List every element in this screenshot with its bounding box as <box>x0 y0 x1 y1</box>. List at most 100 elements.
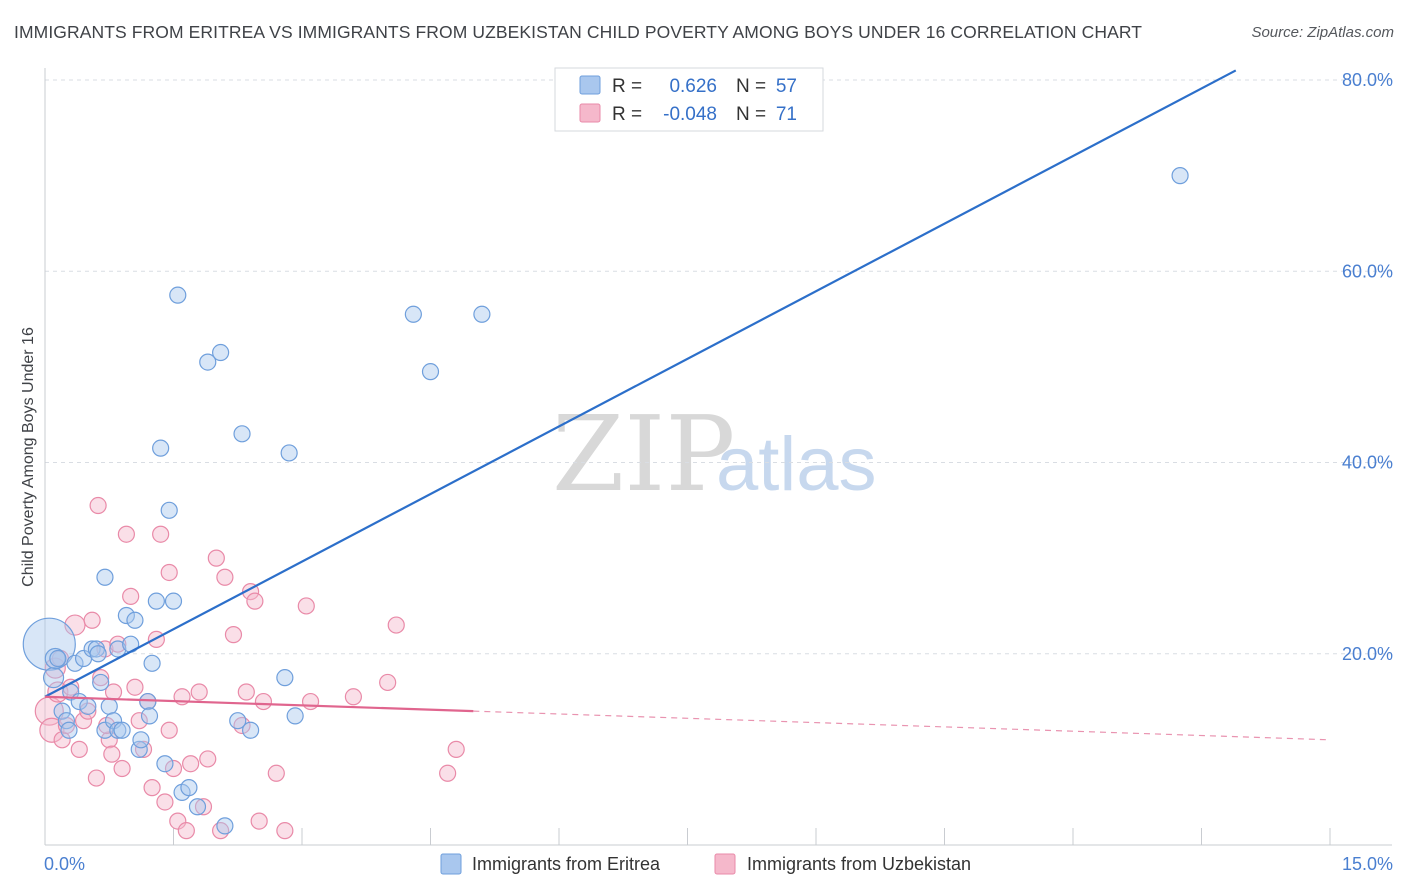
legend-r-label-uzbekistan: R = <box>612 104 642 125</box>
eritrea-point-1 <box>42 667 65 689</box>
x-tick-marks <box>44 828 1331 845</box>
uzbekistan-point-40 <box>199 750 217 768</box>
uzbekistan-point-39 <box>194 798 213 816</box>
uzbekistan-point-34 <box>169 812 187 830</box>
uzbekistan-point-51 <box>267 764 285 782</box>
uzbekistan-point-30 <box>152 525 170 543</box>
eritrea-point-49 <box>404 305 422 323</box>
uzbekistan-point-33 <box>164 759 183 778</box>
uzbekistan-point-44 <box>224 626 243 644</box>
eritrea-points <box>22 167 1189 835</box>
eritrea-point-48 <box>286 707 304 725</box>
uzbekistan-point-1 <box>39 717 65 743</box>
uzbekistan-point-58 <box>439 764 457 782</box>
eritrea-point-5 <box>57 712 76 730</box>
gridlines <box>45 79 1392 655</box>
eritrea-point-3 <box>49 649 67 668</box>
uzbekistan-point-46 <box>237 683 255 701</box>
eritrea-point-27 <box>132 731 150 749</box>
correlation-legend: R = 0.626 N = 57 R = -0.048 N = 71 <box>554 67 824 132</box>
legend-n-label-eritrea: N = <box>736 76 766 97</box>
y-tick-label-60: 60.0% <box>1342 261 1393 281</box>
eritrea-point-23 <box>117 606 135 625</box>
uzbekistan-trend-line <box>44 695 474 713</box>
uzbekistan-point-52 <box>276 822 294 840</box>
uzbekistan-point-26 <box>134 740 153 758</box>
eritrea-point-40 <box>199 353 217 371</box>
uzbekistan-point-56 <box>379 673 397 692</box>
eritrea-point-47 <box>280 444 298 462</box>
legend-n-label-uzbekistan: N = <box>736 104 766 125</box>
uzbekistan-point-21 <box>113 759 131 778</box>
y-tick-label-80: 80.0% <box>1342 70 1393 90</box>
eritrea-point-36 <box>169 286 187 304</box>
eritrea-point-20 <box>109 721 127 739</box>
eritrea-point-44 <box>233 425 251 443</box>
eritrea-point-42 <box>216 817 234 835</box>
legend-r-value-eritrea: 0.626 <box>669 76 717 97</box>
uzbekistan-point-41 <box>207 549 225 567</box>
eritrea-point-17 <box>96 568 114 586</box>
watermark-atlas: atlas <box>716 422 877 507</box>
uzbekistan-point-22 <box>117 525 135 543</box>
uzbekistan-point-25 <box>130 712 148 730</box>
eritrea-point-51 <box>473 305 491 323</box>
eritrea-point-0 <box>22 617 76 671</box>
bottom-legend-swatch-uzbekistan <box>714 853 736 875</box>
uzbekistan-point-14 <box>92 669 110 687</box>
eritrea-point-25 <box>126 611 144 629</box>
bottom-legend-swatch-eritrea <box>440 853 462 875</box>
uzbekistan-point-38 <box>190 683 208 701</box>
uzbekistan-point-53 <box>297 597 315 615</box>
uzbekistan-point-32 <box>160 563 178 582</box>
eritrea-point-31 <box>147 592 165 610</box>
eritrea-point-33 <box>156 755 174 773</box>
y-tick-labels: 20.0% 40.0% 60.0% 80.0% <box>1342 70 1393 664</box>
y-axis-label: Child Poverty Among Boys Under 16 <box>20 327 37 587</box>
eritrea-point-11 <box>79 697 97 715</box>
x-tick-label-max: 15.0% <box>1342 854 1393 874</box>
eritrea-point-52 <box>1171 167 1189 185</box>
eritrea-point-29 <box>140 707 159 725</box>
legend-n-value-uzbekistan: 71 <box>776 104 797 125</box>
eritrea-point-6 <box>60 721 78 739</box>
legend-n-value-eritrea: 57 <box>776 76 797 97</box>
uzbekistan-point-23 <box>122 587 140 605</box>
eritrea-point-34 <box>160 501 178 519</box>
uzbekistan-point-43 <box>216 568 234 586</box>
eritrea-point-35 <box>164 592 183 610</box>
legend-swatch-uzbekistan <box>579 103 601 123</box>
chart-title: IMMIGRANTS FROM ERITREA VS IMMIGRANTS FR… <box>14 22 1143 42</box>
eritrea-point-21 <box>109 640 127 658</box>
uzbekistan-point-60 <box>160 721 178 739</box>
eritrea-point-15 <box>92 673 110 692</box>
uzbekistan-point-54 <box>301 692 320 711</box>
y-tick-label-40: 40.0% <box>1342 453 1393 473</box>
eritrea-point-39 <box>188 798 207 816</box>
uzbekistan-point-18 <box>103 745 121 763</box>
eritrea-point-45 <box>242 721 260 739</box>
eritrea-point-32 <box>152 439 170 457</box>
watermark-zip: ZIP <box>552 393 735 515</box>
eritrea-point-28 <box>139 692 157 711</box>
eritrea-point-30 <box>143 654 161 672</box>
uzbekistan-point-37 <box>182 755 200 773</box>
series-legend: Immigrants from Eritrea Immigrants from … <box>440 853 971 875</box>
uzbekistan-point-9 <box>70 740 88 758</box>
uzbekistan-point-15 <box>89 496 107 515</box>
source-credit: Source: ZipAtlas.com <box>1251 24 1394 41</box>
bottom-legend-label-eritrea: Immigrants from Eritrea <box>472 854 661 874</box>
uzbekistan-point-13 <box>87 769 106 787</box>
uzbekistan-point-28 <box>143 779 161 797</box>
uzbekistan-point-31 <box>156 793 174 811</box>
bottom-legend-label-uzbekistan: Immigrants from Uzbekistan <box>747 854 971 874</box>
uzbekistan-point-49 <box>250 812 268 830</box>
legend-r-value-uzbekistan: -0.048 <box>663 104 717 125</box>
eritrea-point-22 <box>113 721 131 739</box>
eritrea-point-19 <box>104 712 123 730</box>
uzbekistan-point-17 <box>100 731 118 749</box>
eritrea-point-38 <box>180 779 198 797</box>
uzbekistan-point-12 <box>83 611 101 629</box>
legend-swatch-eritrea <box>579 75 601 95</box>
